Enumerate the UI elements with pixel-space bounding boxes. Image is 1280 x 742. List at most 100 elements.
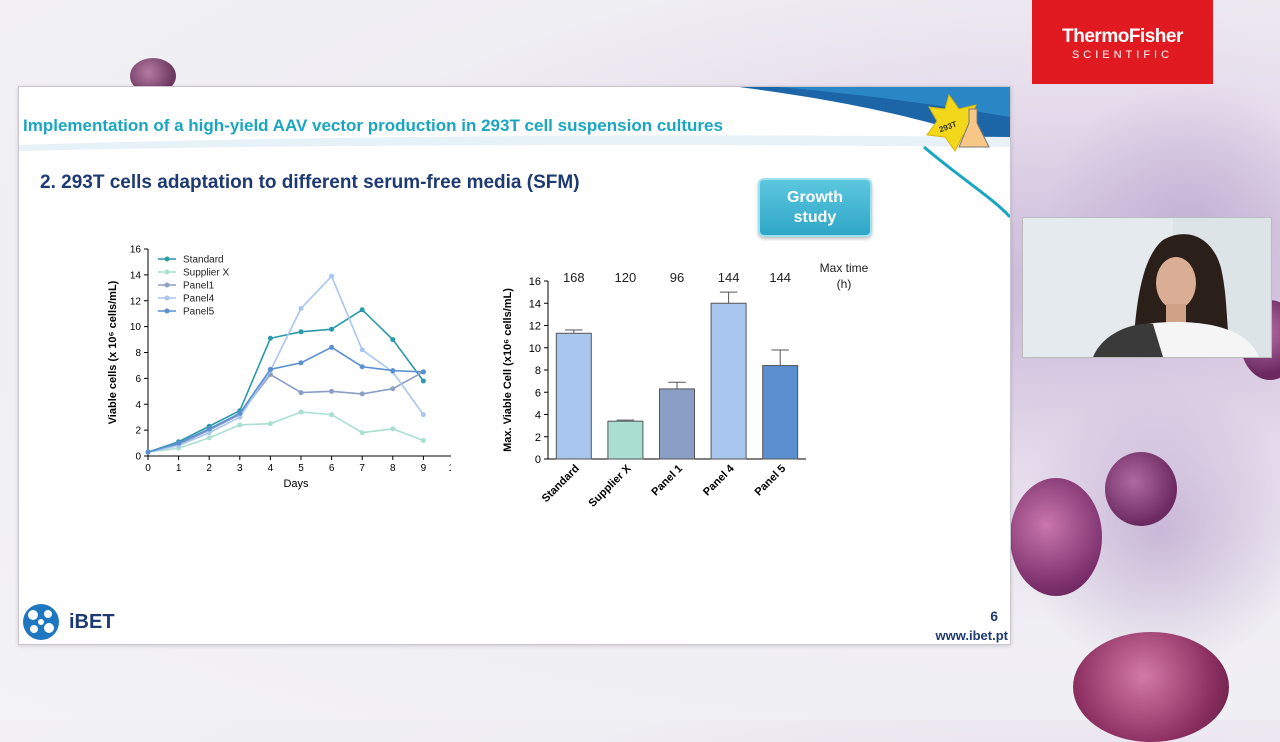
legend-marker: [164, 256, 170, 262]
max-time-value: 144: [769, 270, 791, 285]
ibet-logo-text: iBET: [69, 611, 115, 633]
legend-label: Panel1: [183, 281, 215, 292]
x-tick-label: Standard: [540, 463, 582, 505]
data-point: [267, 421, 273, 427]
data-point: [206, 435, 212, 441]
data-point: [420, 437, 426, 443]
data-point: [329, 412, 335, 418]
brand-logo: ThermoFisher SCIENTIFIC: [1032, 0, 1213, 84]
website-url[interactable]: www.ibet.pt: [935, 628, 1008, 643]
data-point: [329, 326, 335, 332]
brand-subtitle: SCIENTIFIC: [1071, 49, 1174, 61]
virus-particle-image: [1073, 632, 1229, 742]
y-tick-label: 16: [529, 276, 541, 288]
data-point: [267, 366, 273, 372]
data-point: [420, 369, 426, 375]
bar: [659, 388, 695, 460]
data-point: [176, 440, 182, 446]
data-point: [420, 378, 426, 384]
series-line-standard: [147, 308, 425, 453]
data-point: [298, 360, 304, 366]
series-line-supplier-x: [147, 411, 424, 453]
data-point: [145, 449, 151, 455]
legend-marker: [164, 269, 170, 275]
data-point: [390, 426, 396, 432]
y-tick-label: 6: [135, 374, 141, 385]
presenter-video-image: [1023, 218, 1271, 357]
data-point: [298, 306, 304, 312]
x-tick-label: 5: [298, 463, 304, 474]
y-axis-label: Max. Viable Cell (x10⁶ cells/mL): [502, 288, 514, 452]
ibet-logo-icon: [23, 604, 59, 640]
bar: [555, 332, 592, 460]
data-point: [390, 337, 396, 343]
max-viable-cell-bar-chart: 0 2 4 6 8 10 12 14 16 Max. Viable Cell (x10⁶ cell…: [502, 270, 806, 510]
data-point: [359, 347, 365, 353]
badge-label: Growth study: [787, 188, 843, 226]
slide-header-title: Implementation of a high-yield AAV vecto…: [23, 116, 723, 135]
data-point: [206, 430, 212, 436]
y-tick-label: 2: [535, 432, 541, 444]
bar: [762, 365, 799, 460]
data-point: [298, 390, 304, 396]
max-time-label-line2: (h): [836, 277, 852, 291]
legend-marker: [164, 308, 170, 314]
data-point: [206, 426, 212, 432]
y-tick-label: 14: [130, 270, 142, 281]
bar: [710, 302, 747, 460]
data-point: [390, 386, 396, 392]
virus-particle-image: [1105, 452, 1177, 526]
y-tick-label: 10: [529, 343, 541, 355]
max-time-value: 168: [563, 270, 585, 285]
max-time-value: 144: [718, 270, 740, 285]
series-line-panel5: [147, 346, 424, 453]
x-tick-label: 6: [329, 463, 335, 474]
legend-label: Panel4: [183, 294, 215, 305]
x-tick-label: 2: [206, 463, 212, 474]
slide-subtitle: 2. 293T cells adaptation to different se…: [40, 172, 580, 193]
data-point: [359, 391, 365, 397]
y-tick-label: 0: [135, 452, 141, 463]
legend-label: Supplier X: [183, 268, 229, 279]
max-time-label-line1: Max time: [819, 261, 869, 275]
data-point: [329, 388, 335, 394]
max-time-value: 120: [615, 270, 637, 285]
x-tick-label: 1: [176, 463, 182, 474]
y-tick-label: 12: [130, 296, 142, 307]
x-tick-label: 0: [145, 463, 151, 474]
data-point: [329, 273, 335, 279]
header-wave-decoration: 293T: [19, 87, 1010, 218]
y-tick-label: 10: [130, 322, 142, 333]
legend-label: Standard: [183, 255, 224, 266]
x-tick-label: 8: [390, 463, 396, 474]
y-tick-label: 8: [135, 348, 141, 359]
series-line-panel1: [147, 371, 424, 453]
max-time-value: 96: [670, 270, 684, 285]
viable-cells-line-chart: 0123456789100246810121416DaysViable cell…: [107, 245, 451, 490]
bar: [607, 420, 644, 460]
y-tick-label: 14: [529, 298, 541, 310]
data-point: [267, 335, 273, 341]
y-axis-label: Viable cells (x 10⁶ cells/mL): [107, 280, 119, 424]
x-tick-label: 7: [359, 463, 365, 474]
data-point: [298, 409, 304, 415]
x-tick-label: Panel 1: [649, 463, 685, 499]
x-tick-label: 10: [448, 463, 451, 474]
presentation-slide: 293T Implementation of a high-yield AAV …: [18, 86, 1011, 645]
x-tick-label: Panel 4: [701, 462, 737, 498]
legend-marker: [164, 295, 170, 301]
x-tick-label: Panel 5: [753, 463, 789, 499]
data-point: [390, 368, 396, 374]
data-point: [237, 410, 243, 416]
virus-particle-image: [1010, 478, 1102, 596]
y-tick-label: 8: [535, 365, 541, 377]
max-time-label: Max time (h): [814, 260, 874, 292]
y-tick-label: 4: [535, 410, 541, 422]
y-tick-label: 6: [535, 387, 541, 399]
data-point: [359, 430, 365, 436]
legend-marker: [164, 282, 170, 288]
y-tick-label: 16: [130, 245, 142, 256]
y-tick-label: 4: [135, 400, 141, 411]
data-point: [237, 414, 243, 420]
data-point: [329, 344, 335, 350]
